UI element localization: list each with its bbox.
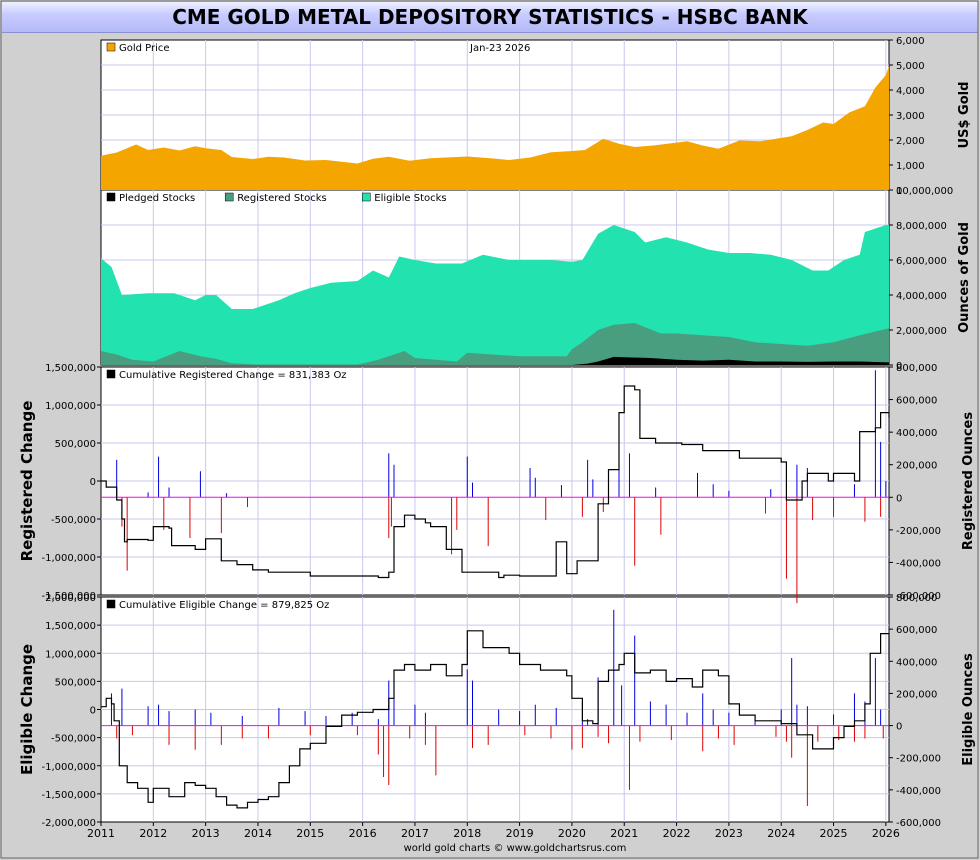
stocks-area-eligible (101, 225, 889, 365)
tick-label-right: 400,000 (896, 428, 937, 439)
legend-swatch (106, 42, 116, 52)
chart-title: CME GOLD METAL DEPOSITORY STATISTICS - H… (2, 2, 978, 33)
y-axis-label-right: US$ Gold (957, 82, 972, 149)
y-axis-label-right: Eligible Ounces (961, 653, 976, 766)
tick-label-right: 800,000 (896, 363, 937, 374)
tick-label-left: -2,000,000 (41, 818, 96, 829)
tick-label-right: 800,000 (896, 593, 937, 604)
tick-label-right: 1,000 (896, 161, 925, 172)
x-tick-label: 2024 (767, 827, 795, 840)
legend-label: Cumulative Eligible Change = 879,825 Oz (119, 600, 329, 611)
legend-swatch (106, 192, 116, 202)
tick-label-right: 8,000,000 (896, 221, 947, 232)
y-axis-label-right: Ounces of Gold (957, 222, 972, 333)
tick-label-left: 500,000 (55, 439, 96, 450)
tick-label-right: 0 (896, 361, 902, 372)
legend-label: Registered Stocks (237, 193, 327, 204)
footer-credit: world gold charts © www.goldchartsrus.co… (404, 843, 627, 854)
y-axis-label-left: Registered Change (18, 401, 36, 562)
x-tick-label: 2021 (610, 827, 638, 840)
tick-label-left: 0 (90, 477, 96, 488)
tick-label-right: 10,000,000 (896, 186, 953, 197)
tick-label-right: 200,000 (896, 689, 937, 700)
cumulative-change-line (101, 385, 890, 579)
tick-label-left: -1,000,000 (41, 553, 96, 564)
x-tick-label: 2026 (872, 827, 900, 840)
tick-label-right: -200,000 (896, 754, 941, 765)
legend-swatch (106, 369, 116, 379)
tick-label-left: 1,500,000 (45, 363, 96, 374)
legend-swatch (224, 192, 234, 202)
tick-label-right: 3,000 (896, 111, 925, 122)
legend-label: Eligible Stocks (374, 193, 446, 204)
x-tick-label: 2014 (244, 827, 272, 840)
legend-label: Pledged Stocks (119, 193, 195, 204)
tick-label-right: 6,000,000 (896, 256, 947, 267)
tick-label-left: -500,000 (51, 515, 96, 526)
x-tick-label: 2020 (558, 827, 586, 840)
gold-price-area (101, 66, 889, 190)
x-tick-label: 2022 (663, 827, 691, 840)
tick-label-right: 600,000 (896, 625, 937, 636)
tick-label-right: -600,000 (896, 591, 941, 602)
tick-label-left: -1,000,000 (41, 762, 96, 773)
cumulative-change-line (101, 630, 890, 809)
tick-label-right: 200,000 (896, 461, 937, 472)
legend-label: Cumulative Registered Change = 831,383 O… (119, 370, 347, 381)
tick-label-right: 0 (896, 722, 902, 733)
tick-label-right: 2,000,000 (896, 326, 947, 337)
tick-label-right: 6,000 (896, 36, 925, 47)
x-tick-label: 2012 (139, 827, 167, 840)
legend-label: Gold Price (119, 43, 170, 54)
x-tick-label: 2015 (296, 827, 324, 840)
tick-label-left: -1,500,000 (41, 591, 96, 602)
x-tick-label: 2013 (192, 827, 220, 840)
legend-swatch (106, 599, 116, 609)
tick-label-left: 1,500,000 (45, 621, 96, 632)
tick-label-right: -200,000 (896, 526, 941, 537)
stocks-area-pledged (101, 356, 889, 365)
tick-label-right: 5,000 (896, 61, 925, 72)
tick-label-right: 4,000 (896, 86, 925, 97)
tick-label-left: -500,000 (51, 734, 96, 745)
x-tick-label: 2019 (506, 827, 534, 840)
tick-label-right: 0 (896, 186, 902, 197)
stocks-area-registered (101, 323, 889, 365)
y-axis-label-right: Registered Ounces (961, 412, 976, 551)
tick-label-left: 1,000,000 (45, 401, 96, 412)
tick-label-right: -400,000 (896, 786, 941, 797)
tick-label-right: 400,000 (896, 657, 937, 668)
x-tick-label: 2017 (401, 827, 429, 840)
tick-label-right: 2,000 (896, 136, 925, 147)
tick-label-left: 1,000,000 (45, 649, 96, 660)
x-tick-label: 2016 (349, 827, 377, 840)
tick-label-left: -1,500,000 (41, 790, 96, 801)
tick-label-left: 2,000,000 (45, 593, 96, 604)
x-tick-label: 2018 (453, 827, 481, 840)
tick-label-right: 0 (896, 493, 902, 504)
tick-label-left: 500,000 (55, 677, 96, 688)
tick-label-right: 600,000 (896, 396, 937, 407)
x-tick-label: 2023 (715, 827, 743, 840)
tick-label-right: -400,000 (896, 558, 941, 569)
x-tick-label: 2011 (87, 827, 115, 840)
tick-label-left: 0 (90, 706, 96, 717)
tick-label-right: 4,000,000 (896, 291, 947, 302)
x-tick-label: 2025 (820, 827, 848, 840)
y-axis-label-left: Eligible Change (18, 644, 36, 775)
legend-swatch (362, 192, 371, 202)
tick-label-right: -600,000 (896, 818, 941, 829)
date-annotation: Jan-23 2026 (469, 43, 530, 54)
